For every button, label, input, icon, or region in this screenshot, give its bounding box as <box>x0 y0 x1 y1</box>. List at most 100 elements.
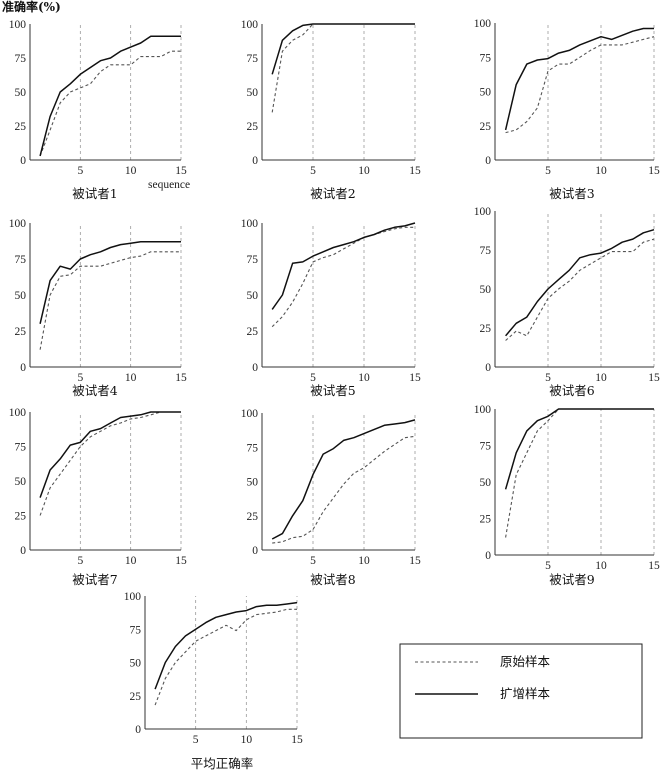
x-tick-label: 15 <box>175 165 187 177</box>
x-tick-label: 5 <box>310 555 316 567</box>
y-tick-label: 100 <box>9 218 27 230</box>
series-original-line <box>154 608 297 706</box>
legend-augmented-label: 扩增样本 <box>500 686 551 701</box>
x-tick-label: 15 <box>175 372 187 384</box>
x-tick-label: 10 <box>125 165 137 177</box>
y-tick-label: 0 <box>252 545 258 557</box>
panel-7: 5 10 15 0 25 50 75 100 被试者7 <box>9 407 187 587</box>
x-tick-label: 10 <box>358 555 370 567</box>
series-original-line <box>505 238 655 341</box>
series-original-line <box>272 435 416 544</box>
series-original-line <box>39 411 181 516</box>
x-tick-label: 15 <box>648 372 660 384</box>
y-tick-label: 100 <box>241 218 259 230</box>
y-tick-label: 100 <box>474 18 492 30</box>
x-tick-label: 5 <box>193 734 199 746</box>
series-augmented-line <box>504 408 654 490</box>
y-tick-label: 75 <box>480 441 492 453</box>
y-tick-label: 0 <box>135 724 141 736</box>
x-tick-label: 15 <box>409 555 421 567</box>
y-tick-label: 25 <box>247 121 259 133</box>
panel-title: 被试者7 <box>72 572 118 587</box>
panel-6: 5 10 15 0 25 50 75 100 被试者6 <box>474 206 660 398</box>
y-tick-label: 0 <box>485 550 491 562</box>
panel-4: 5 10 15 0 25 50 75 100 被试者4 <box>9 218 187 398</box>
series-augmented-line <box>504 27 654 131</box>
legend: 原始样本 扩增样本 <box>399 643 643 739</box>
y-tick-label: 50 <box>130 658 142 670</box>
x-tick-label: 15 <box>648 560 660 572</box>
y-tick-label: 50 <box>15 476 27 488</box>
x-tick-label: 5 <box>545 165 551 177</box>
y-tick-label: 100 <box>241 19 259 31</box>
y-tick-label: 75 <box>480 245 492 257</box>
y-tick-label: 100 <box>474 404 492 416</box>
panel-1: 5 10 15 0 25 50 75 100 被试者1 sequence <box>9 19 190 201</box>
series-augmented-line <box>39 411 181 498</box>
y-tick-label: 25 <box>15 326 27 338</box>
series-augmented-line <box>39 240 181 324</box>
x-tick-label: 5 <box>545 372 551 384</box>
y-tick-label: 25 <box>480 514 492 526</box>
y-tick-label: 0 <box>20 155 26 167</box>
y-tick-label: 75 <box>480 52 492 64</box>
x-tick-label: 15 <box>409 165 421 177</box>
x-tick-label: 5 <box>545 560 551 572</box>
x-tick-label: 10 <box>595 372 607 384</box>
y-tick-label: 0 <box>485 155 491 167</box>
y-tick-label: 50 <box>247 290 259 302</box>
panel-2: 5 10 15 0 25 50 75 100 被试者2 <box>241 19 421 201</box>
panel-title: 被试者1 <box>72 186 117 201</box>
panel-9: 5 10 15 0 25 50 75 100 被试者9 <box>474 404 660 587</box>
y-tick-label: 75 <box>247 53 259 65</box>
y-tick-label: 0 <box>252 362 258 374</box>
panel-title: 被试者3 <box>549 186 595 201</box>
x-tick-label: 10 <box>241 734 253 746</box>
series-original-line <box>271 23 415 113</box>
series-original-line <box>271 226 415 328</box>
y-tick-label: 75 <box>15 254 27 266</box>
y-tick-label: 100 <box>241 408 259 420</box>
legend-original-label: 原始样本 <box>500 654 551 669</box>
panel-title: 被试者8 <box>310 572 356 587</box>
y-tick-label: 50 <box>480 87 492 99</box>
y-tick-label: 50 <box>15 290 27 302</box>
x-tick-label: 10 <box>595 560 607 572</box>
panel-title: 被试者2 <box>310 186 355 201</box>
x-tick-label: 10 <box>595 165 607 177</box>
x-tick-label: 15 <box>175 555 187 567</box>
x-tick-label: 10 <box>125 372 137 384</box>
y-tick-label: 100 <box>9 19 27 31</box>
y-tick-label: 100 <box>9 407 27 419</box>
panel-title: 平均正确率 <box>191 756 254 771</box>
y-tick-label: 75 <box>15 442 27 454</box>
panel-8: 5 10 15 0 25 50 75 100 被试者8 <box>241 408 421 587</box>
y-tick-label: 25 <box>480 323 492 335</box>
y-tick-label: 25 <box>15 511 27 523</box>
x-tick-label: 5 <box>310 372 316 384</box>
panel-title: 被试者5 <box>310 383 355 398</box>
x-tick-label: 5 <box>77 372 83 384</box>
series-augmented-line <box>154 601 298 690</box>
y-tick-label: 25 <box>480 121 492 133</box>
panel-title: 被试者9 <box>549 572 595 587</box>
y-tick-label: 50 <box>247 477 259 489</box>
y-tick-label: 50 <box>480 284 492 296</box>
series-original-line <box>505 408 654 538</box>
series-augmented-line <box>271 222 416 310</box>
y-tick-label: 0 <box>252 155 258 167</box>
panel-3: 5 10 15 0 25 50 75 100 被试者3 <box>474 18 660 201</box>
x-tick-label: 10 <box>125 555 137 567</box>
y-tick-label: 0 <box>485 362 491 374</box>
y-tick-label: 75 <box>130 624 142 636</box>
y-tick-label: 50 <box>247 87 259 99</box>
panel-10: 5 10 15 0 25 50 75 100 平均正确率 <box>124 591 303 771</box>
y-tick-label: 25 <box>15 121 27 133</box>
y-tick-label: 75 <box>15 53 27 65</box>
series-augmented-line <box>271 23 415 75</box>
y-tick-label: 0 <box>20 545 26 557</box>
y-tick-label: 75 <box>247 442 259 454</box>
series-original-line <box>39 50 181 157</box>
panel-title: 被试者4 <box>72 383 118 398</box>
